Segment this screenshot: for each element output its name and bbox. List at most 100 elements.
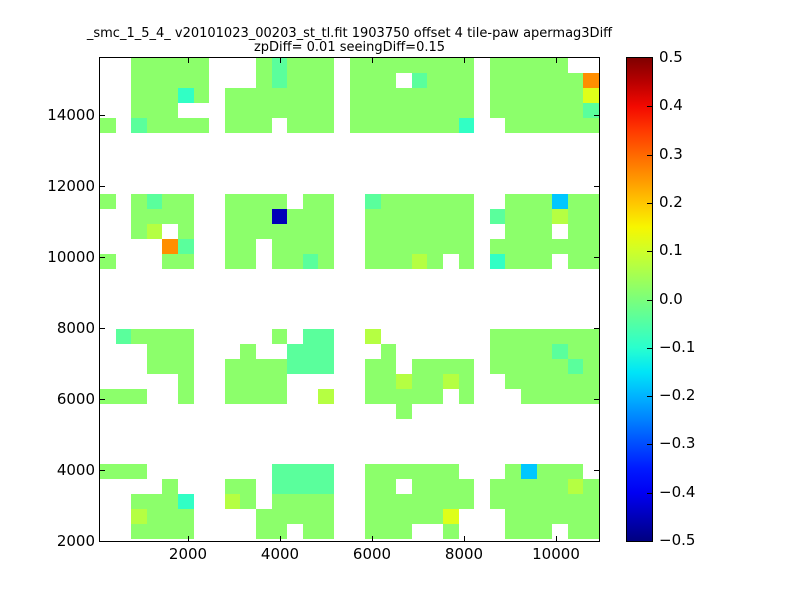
heatmap-cell — [147, 58, 162, 73]
heatmap-cell — [537, 254, 552, 269]
heatmap-cell — [256, 209, 272, 224]
heatmap-cell — [318, 58, 334, 73]
heatmap-cell — [583, 194, 599, 209]
heatmap-cell — [412, 494, 427, 509]
heatmap-cell — [194, 73, 209, 88]
heatmap-cell — [287, 494, 303, 509]
heatmap-cell — [412, 209, 427, 224]
heatmap-cell — [521, 239, 537, 254]
colorbar — [626, 57, 653, 542]
heatmap-cell — [303, 239, 318, 254]
heatmap-cell — [412, 194, 427, 209]
heatmap-cell — [178, 239, 194, 254]
heatmap-cell — [568, 118, 583, 133]
heatmap-cell — [162, 73, 178, 88]
heatmap-cell — [240, 494, 256, 509]
heatmap-cell — [365, 118, 381, 133]
heatmap-cell — [459, 224, 474, 239]
heatmap-cell — [287, 224, 303, 239]
heatmap-cell — [537, 374, 552, 389]
x-tick-bottom — [464, 536, 465, 541]
heatmap-cell — [365, 103, 381, 118]
heatmap-cell — [521, 524, 537, 539]
heatmap-cell — [568, 209, 583, 224]
colorbar-tick — [647, 251, 652, 252]
heatmap-cell — [381, 479, 396, 494]
heatmap-cell — [537, 103, 552, 118]
heatmap-cell — [381, 524, 396, 539]
heatmap-cell — [131, 494, 147, 509]
x-tick-label: 6000 — [352, 545, 392, 563]
heatmap-cell — [552, 73, 568, 88]
y-tick-right — [594, 399, 599, 400]
heatmap-cell — [521, 209, 537, 224]
heatmap-cell — [162, 118, 178, 133]
heatmap-cell — [412, 464, 427, 479]
heatmap-cell — [505, 73, 521, 88]
heatmap-cell — [459, 374, 474, 389]
heatmap-cell — [427, 88, 443, 103]
heatmap-cell — [381, 194, 396, 209]
heatmap-cell — [131, 524, 147, 539]
heatmap-cell — [443, 118, 459, 133]
colorbar-tick-label: 0.4 — [659, 96, 683, 115]
heatmap-cell — [303, 464, 318, 479]
heatmap-cell — [459, 254, 474, 269]
y-tick-left — [100, 470, 105, 471]
heatmap-cell — [318, 118, 334, 133]
heatmap-cell — [116, 389, 131, 404]
heatmap-cell — [162, 479, 178, 494]
heatmap-cell — [194, 88, 209, 103]
plot-area — [99, 57, 600, 542]
heatmap-cell — [381, 389, 396, 404]
heatmap-cell — [178, 58, 194, 73]
heatmap-cell — [303, 103, 318, 118]
heatmap-cell — [240, 224, 256, 239]
heatmap-cell — [459, 359, 474, 374]
heatmap-cell — [240, 88, 256, 103]
heatmap-cell — [287, 254, 303, 269]
heatmap-cell — [443, 494, 459, 509]
heatmap-cell — [490, 88, 505, 103]
heatmap-cell — [521, 389, 537, 404]
heatmap-cell — [583, 73, 599, 88]
heatmap-cell — [505, 88, 521, 103]
heatmap-cell — [225, 224, 240, 239]
heatmap-cell — [256, 194, 272, 209]
heatmap-cell — [521, 73, 537, 88]
heatmap-cell — [365, 209, 381, 224]
heatmap-cell — [287, 118, 303, 133]
heatmap-cell — [365, 58, 381, 73]
heatmap-cell — [537, 239, 552, 254]
heatmap-cell — [381, 224, 396, 239]
heatmap-cell — [552, 344, 568, 359]
heatmap-cell — [225, 389, 240, 404]
heatmap-cell — [240, 239, 256, 254]
plot-title-line2: zpDiff= 0.01 seeingDiff=0.15 — [253, 40, 446, 55]
heatmap-cell — [505, 509, 521, 524]
x-tick-bottom — [556, 536, 557, 541]
heatmap-cell — [350, 118, 365, 133]
heatmap-cell — [396, 194, 412, 209]
heatmap-cell — [318, 524, 334, 539]
heatmap-cell — [412, 509, 427, 524]
heatmap-cell — [381, 118, 396, 133]
heatmap-cell — [303, 73, 318, 88]
heatmap-cell — [147, 329, 162, 344]
heatmap-cell — [381, 254, 396, 269]
heatmap-cell — [427, 254, 443, 269]
heatmap-cell — [396, 389, 412, 404]
heatmap-cell — [537, 509, 552, 524]
heatmap-cell — [381, 359, 396, 374]
heatmap-cell — [131, 464, 147, 479]
heatmap-cell — [521, 359, 537, 374]
heatmap-cell — [272, 464, 287, 479]
heatmap-cell — [427, 239, 443, 254]
heatmap-cell — [537, 524, 552, 539]
heatmap-cell — [225, 494, 240, 509]
heatmap-cell — [537, 329, 552, 344]
heatmap-cell — [583, 209, 599, 224]
colorbar-tick — [647, 300, 652, 301]
heatmap-cell — [552, 389, 568, 404]
heatmap-cell — [583, 359, 599, 374]
